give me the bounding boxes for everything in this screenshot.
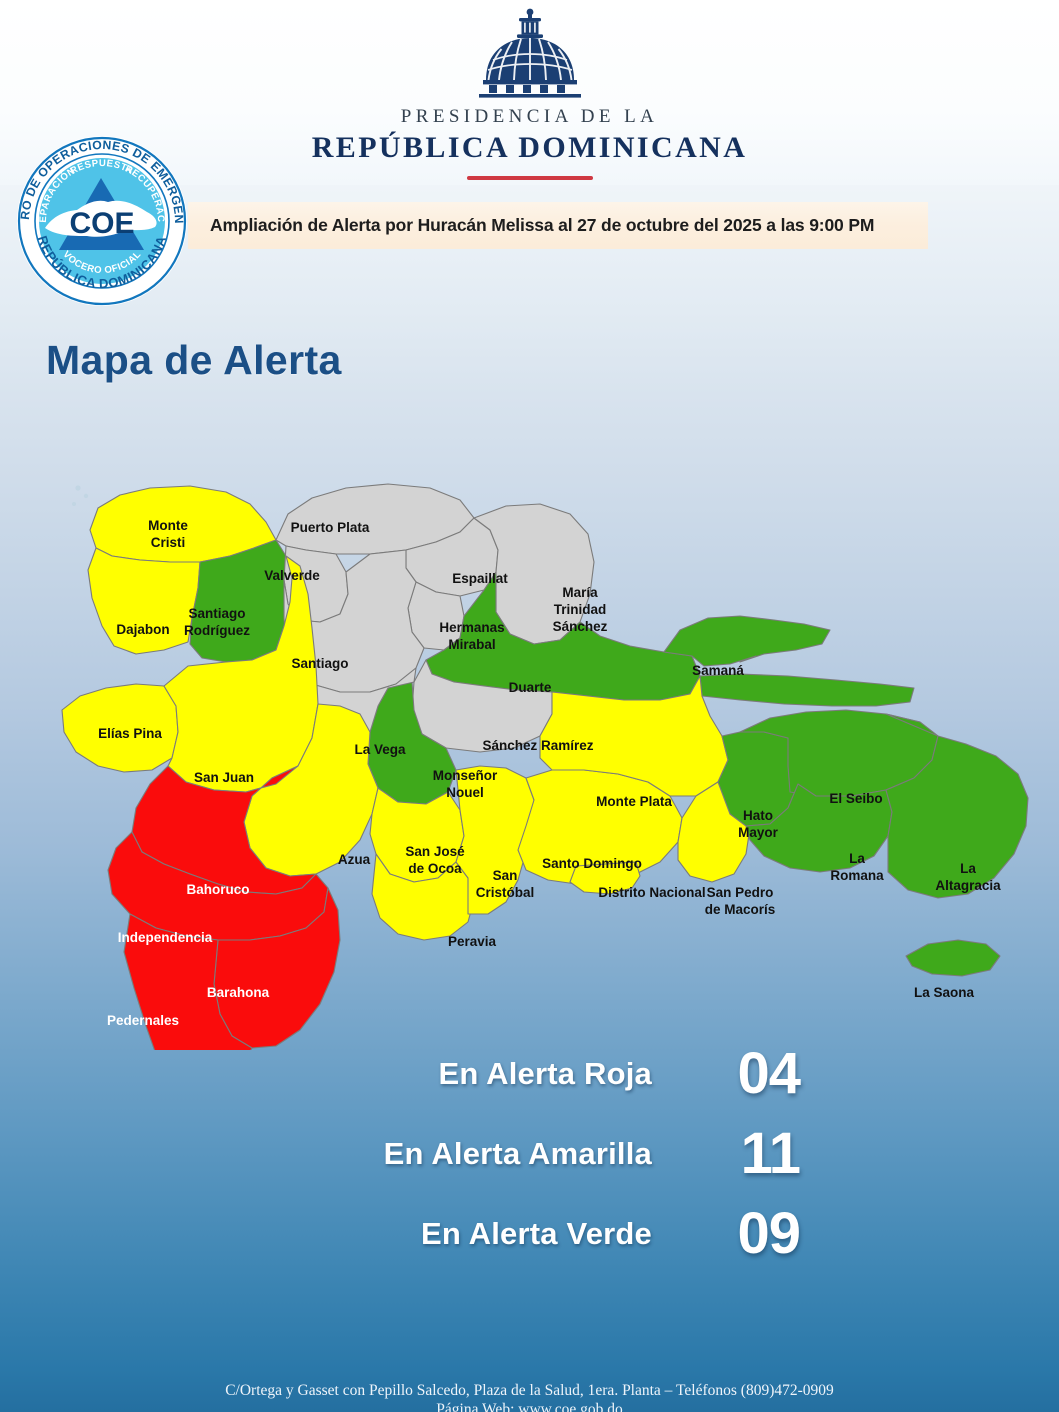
presidency-title-line1: PRESIDENCIA DE LA	[400, 106, 659, 127]
province-shape-samana-lower[interactable]	[699, 673, 915, 707]
islet-nw-2	[83, 493, 89, 499]
province-shape-distrito-nacional[interactable]	[569, 861, 641, 895]
map-label-la-saona: La Saona	[914, 985, 975, 1000]
map-label-azua: Azua	[338, 852, 371, 867]
map-label-sanchez-ramirez: Sánchez Ramírez	[482, 738, 593, 753]
map-label-maria-trinidad-sanchez: María Trinidad Sánchez	[553, 585, 608, 634]
legend-count-yellow: 11	[740, 1121, 801, 1186]
province-shape-pedernales[interactable]	[123, 913, 253, 1050]
alert-map: Monte Cristi Puerto Plata Valverde Espail…	[40, 470, 1050, 1050]
map-label-monte-plata: Monte Plata	[596, 794, 672, 809]
map-label-santiago: Santiago	[291, 656, 348, 671]
map-label-duarte: Duarte	[509, 680, 552, 695]
map-label-espaillat: Espaillat	[452, 571, 508, 586]
alert-banner: Ampliación de Alerta por Huracán Melissa…	[188, 202, 928, 249]
map-label-santo-domingo: Santo Domingo	[542, 856, 642, 871]
map-label-distrito-nacional: Distrito Nacional	[598, 885, 705, 900]
map-label-monsenor-nouel: Monseñor Nouel	[433, 768, 498, 800]
legend-row-yellow: En Alerta Amarilla 11	[330, 1114, 801, 1194]
legend-label-yellow: En Alerta Amarilla	[383, 1136, 652, 1171]
coe-seal-icon: COE CENTRO DE OPERACIONES DE EMERGENCIAS…	[13, 132, 187, 306]
legend-row-red: En Alerta Roja 04	[330, 1034, 801, 1114]
dominican-republic-dome-icon	[478, 8, 581, 98]
map-label-independencia: Independencia	[118, 930, 213, 945]
legend-label-green: En Alerta Verde	[420, 1216, 652, 1251]
map-label-san-cristobal: San Cristóbal	[476, 868, 535, 900]
province-shape-la-altagracia[interactable]	[885, 713, 1029, 899]
province-shape-la-saona[interactable]	[905, 939, 1001, 977]
map-label-samana: Samaná	[692, 663, 744, 678]
map-label-peravia: Peravia	[448, 934, 497, 949]
alert-map-svg: Monte Cristi Puerto Plata Valverde Espail…	[61, 483, 1029, 1050]
map-label-la-romana: La Romana	[830, 851, 884, 883]
map-label-puerto-plata: Puerto Plata	[291, 520, 370, 535]
alert-banner-text: Ampliación de Alerta por Huracán Melissa…	[210, 215, 875, 235]
map-label-hermanas-mirabal: Hermanas Mirabal	[439, 620, 504, 652]
province-shape-dajabon[interactable]	[87, 547, 201, 655]
map-label-elias-pina: Elías Pina	[98, 726, 162, 741]
map-label-barahona: Barahona	[207, 985, 270, 1000]
map-label-la-altagracia: La Altagracia	[935, 861, 1001, 893]
map-label-bahoruco: Bahoruco	[186, 882, 249, 897]
map-label-monte-cristi: Monte Cristi	[148, 518, 188, 550]
footer-address-line: C/Ortega y Gasset con Pepillo Salcedo, P…	[225, 1381, 834, 1399]
presidency-branding: PRESIDENCIA DE LA REPÚBLICA DOMINICANA	[0, 8, 1059, 180]
map-label-san-pedro-de-macoris: San Pedro de Macorís	[705, 885, 776, 917]
map-label-pedernales: Pedernales	[107, 1013, 179, 1028]
map-label-la-vega: La Vega	[354, 742, 406, 757]
alert-legend: En Alerta Roja 04 En Alerta Amarilla 11 …	[330, 1034, 801, 1274]
map-label-santiago-rodriguez: Santiago Rodríguez	[184, 606, 250, 638]
coe-seal-center-text: COE	[69, 207, 134, 240]
province-shape-samana[interactable]	[663, 615, 831, 667]
map-label-el-seibo: El Seibo	[829, 791, 882, 806]
islet-nw-1	[75, 485, 81, 491]
map-label-san-juan: San Juan	[194, 770, 254, 785]
map-label-san-jose-de-ocoa: San José de Ocoa	[405, 844, 465, 876]
legend-count-red: 04	[737, 1041, 801, 1106]
map-label-dajabon: Dajabon	[116, 622, 169, 637]
presidency-title-line2: REPÚBLICA DOMINICANA	[311, 131, 748, 164]
header-red-rule	[466, 176, 593, 180]
legend-label-red: En Alerta Roja	[438, 1056, 652, 1091]
legend-count-green: 09	[737, 1201, 801, 1266]
page-footer: C/Ortega y Gasset con Pepillo Salcedo, P…	[0, 1381, 1059, 1412]
legend-row-green: En Alerta Verde 09	[330, 1194, 801, 1274]
map-label-valverde: Valverde	[264, 568, 320, 583]
map-label-hato-mayor: Hato Mayor	[738, 808, 779, 840]
footer-website-line: Página Web: www.coe.gob.do	[436, 1401, 623, 1412]
page-header: PRESIDENCIA DE LA REPÚBLICA DOMINICANA	[0, 0, 1059, 185]
islet-nw-3	[72, 502, 76, 506]
page-title: Mapa de Alerta	[46, 337, 342, 383]
